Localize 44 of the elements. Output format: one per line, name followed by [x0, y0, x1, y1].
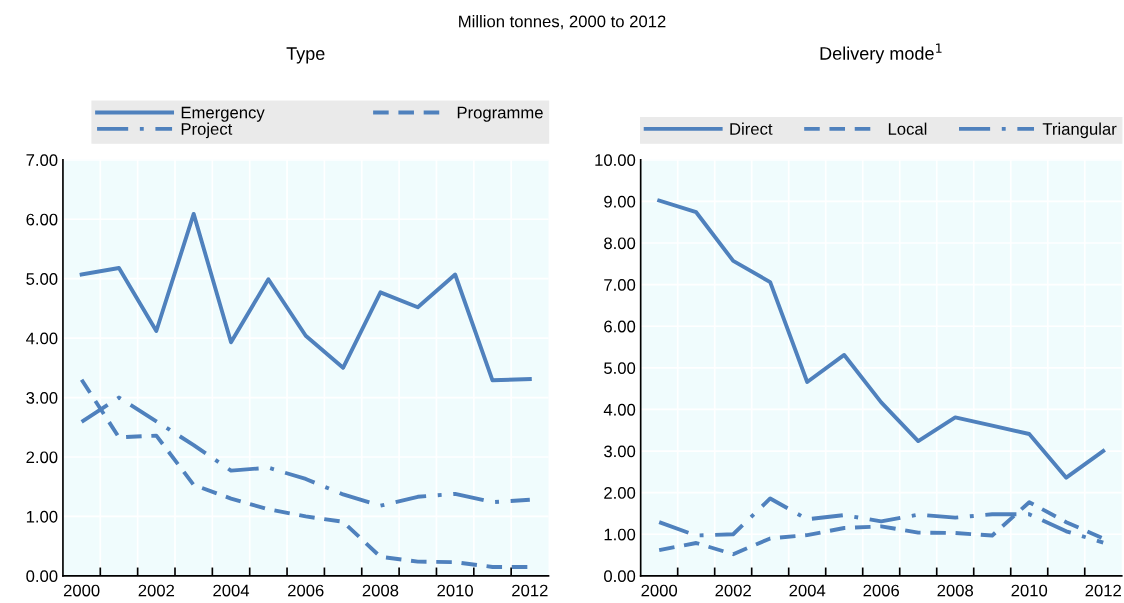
legend-label: Project	[181, 122, 233, 139]
y-tick-label: 2.00	[26, 451, 58, 464]
y-tick-label: 0.00	[26, 570, 58, 583]
x-tick-label: 2002	[715, 584, 751, 597]
x-tick-label: 2008	[362, 584, 399, 597]
y-tick-label: 7.00	[604, 279, 636, 291]
y-tick-label: 6.00	[26, 213, 58, 226]
legend-label: Emergency	[181, 106, 265, 122]
y-tick-label: 8.00	[604, 237, 636, 250]
y-tick-label: 3.00	[26, 391, 58, 404]
y-tick-label: 7.00	[26, 154, 58, 166]
x-tick-label: 2006	[288, 584, 324, 597]
legend-label: Local	[888, 122, 927, 135]
y-tick-label: 4.00	[603, 403, 636, 416]
y-tick-label: 1.00	[604, 528, 636, 541]
x-tick-label: 2006	[863, 584, 900, 597]
x-tick-label: 2000	[641, 584, 678, 597]
y-tick-label: 5.00	[604, 362, 636, 375]
x-tick-label: 2010	[437, 584, 474, 597]
y-tick-label: 6.00	[604, 320, 636, 333]
legend-label: Programme	[457, 106, 543, 122]
x-tick-label: 2004	[789, 584, 826, 597]
y-tick-label: 4.00	[26, 332, 58, 345]
y-tick-label: 0.00	[604, 570, 636, 583]
x-tick-label: 2010	[1011, 584, 1048, 597]
x-tick-label: 2012	[1085, 584, 1121, 597]
y-tick-label: 9.00	[604, 195, 636, 208]
legend-label: Triangular	[1042, 122, 1117, 139]
x-tick-label: 2008	[937, 584, 974, 597]
x-tick-label: 2000	[63, 584, 100, 597]
x-tick-label: 2002	[138, 584, 175, 597]
text: Million tonnes, 2000 to 2012	[459, 15, 666, 30]
chart-title: Type	[286, 47, 325, 64]
y-tick-label: 3.00	[604, 445, 636, 458]
line-series	[657, 198, 1106, 480]
y-tick-label: 2.00	[604, 487, 636, 499]
y-tick-label: 5.00	[26, 273, 58, 285]
line-series	[79, 211, 532, 383]
chart-title: Delivery mode$^{1}$	[820, 43, 942, 64]
legend-label: Direct	[730, 122, 773, 135]
y-tick-label: 1.00	[26, 510, 58, 523]
x-tick-label: 2004	[213, 584, 250, 597]
y-tick-label: 10.00	[595, 154, 636, 166]
x-tick-label: 2012	[512, 584, 548, 597]
